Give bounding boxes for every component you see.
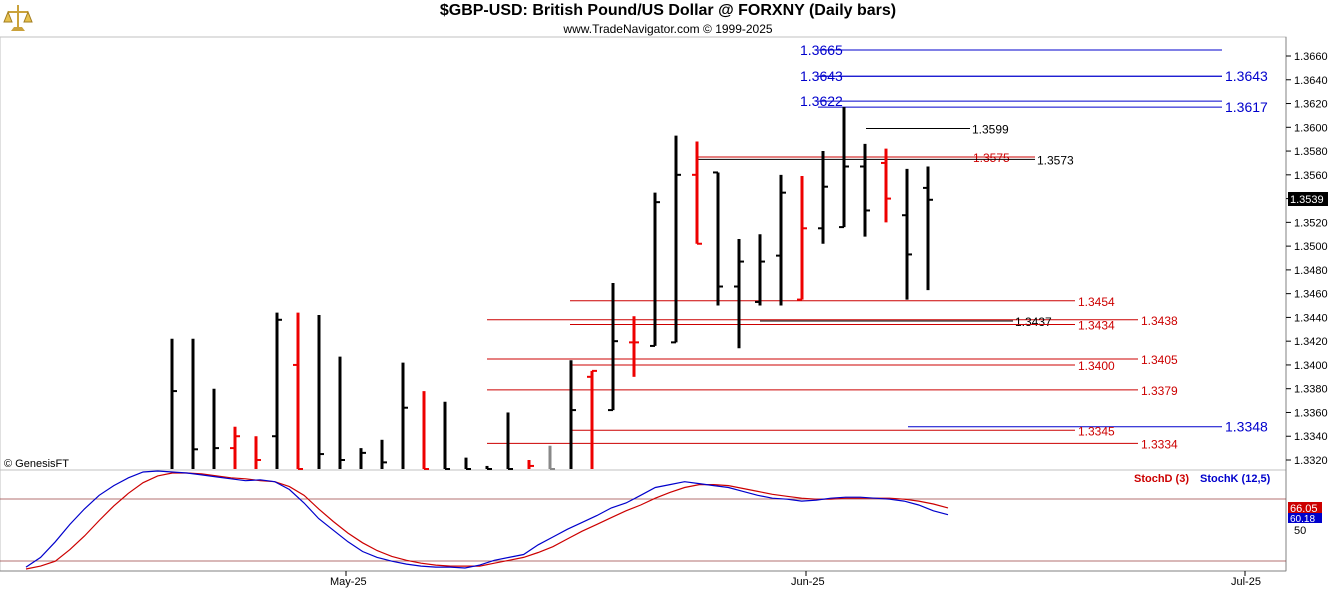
ohlc-bars xyxy=(170,107,933,470)
stochd-line xyxy=(25,472,949,570)
level-label: 1.3379 xyxy=(1141,384,1178,398)
level-label: 1.3599 xyxy=(972,122,1009,136)
y-tick-label: 1.3420 xyxy=(1294,336,1328,348)
level-label: 1.3622 xyxy=(800,93,843,109)
level-label: 1.3438 xyxy=(1141,314,1178,328)
y-tick-label: 1.3520 xyxy=(1294,217,1328,229)
level-label: 1.3400 xyxy=(1078,359,1115,373)
stochk-value: 60.18 xyxy=(1290,514,1315,525)
y-tick-label: 1.3460 xyxy=(1294,289,1328,301)
level-label: 1.3643 xyxy=(1225,68,1268,84)
y-tick-label: 1.3500 xyxy=(1294,241,1328,253)
y-tick-label: 1.3480 xyxy=(1294,265,1328,277)
x-label-jun: Jun-25 xyxy=(791,576,825,588)
genesis-watermark: © GenesisFT xyxy=(4,458,69,470)
y-tick-label: 1.3640 xyxy=(1294,75,1328,87)
stochastic-lines xyxy=(25,470,949,570)
stochk-legend: StochK (12,5) xyxy=(1200,473,1271,485)
y-tick-label: 1.3400 xyxy=(1294,360,1328,372)
level-label: 1.3348 xyxy=(1225,419,1268,435)
level-label: 1.3573 xyxy=(1037,153,1074,167)
x-label-may: May-25 xyxy=(330,576,367,588)
y-tick-label: 1.3320 xyxy=(1294,455,1328,467)
stochd-value: 66.05 xyxy=(1290,503,1318,515)
level-label: 1.3454 xyxy=(1078,295,1115,309)
chart-subtitle: www.TradeNavigator.com © 1999-2025 xyxy=(563,22,773,36)
price-axis-ticks: 1.3320 1.3340 1.3360 1.3380 1.3400 1.3420 1.34… xyxy=(1286,51,1328,467)
level-label: 1.3345 xyxy=(1078,424,1115,438)
y-tick-label: 1.3380 xyxy=(1294,384,1328,396)
y-tick-label: 1.3440 xyxy=(1294,312,1328,324)
stochastic-tick-50: 50 xyxy=(1294,525,1306,537)
stochk-value-box xyxy=(1288,513,1322,523)
y-tick-label: 1.3600 xyxy=(1294,122,1328,134)
y-tick-label: 1.3620 xyxy=(1294,99,1328,111)
stochd-value-box xyxy=(1288,502,1322,514)
level-label: 1.3434 xyxy=(1078,319,1115,333)
y-tick-label: 1.3660 xyxy=(1294,51,1328,63)
level-label: 1.3617 xyxy=(1225,99,1268,115)
level-label: 1.3437 xyxy=(1015,315,1052,329)
level-label: 1.3665 xyxy=(800,42,843,58)
level-label: 1.3405 xyxy=(1141,353,1178,367)
y-tick-label: 1.3560 xyxy=(1294,170,1328,182)
y-tick-label: 1.3580 xyxy=(1294,146,1328,158)
chart-title: $GBP-USD: British Pound/US Dollar @ FORX… xyxy=(439,2,897,19)
last-price-label: 1.3539 xyxy=(1290,194,1324,206)
y-tick-label: 1.3340 xyxy=(1294,431,1328,443)
stochastic-panel-frame xyxy=(0,469,1287,572)
last-price-box xyxy=(1288,192,1328,206)
x-label-jul: Jul-25 xyxy=(1231,576,1261,588)
stochk-line xyxy=(25,470,949,569)
level-label: 1.3334 xyxy=(1141,437,1178,451)
y-tick-label: 1.3360 xyxy=(1294,407,1328,419)
stochd-legend: StochD (3) xyxy=(1134,473,1189,485)
level-label: 1.3575 xyxy=(973,151,1010,165)
trade-navigator-logo xyxy=(3,5,33,31)
